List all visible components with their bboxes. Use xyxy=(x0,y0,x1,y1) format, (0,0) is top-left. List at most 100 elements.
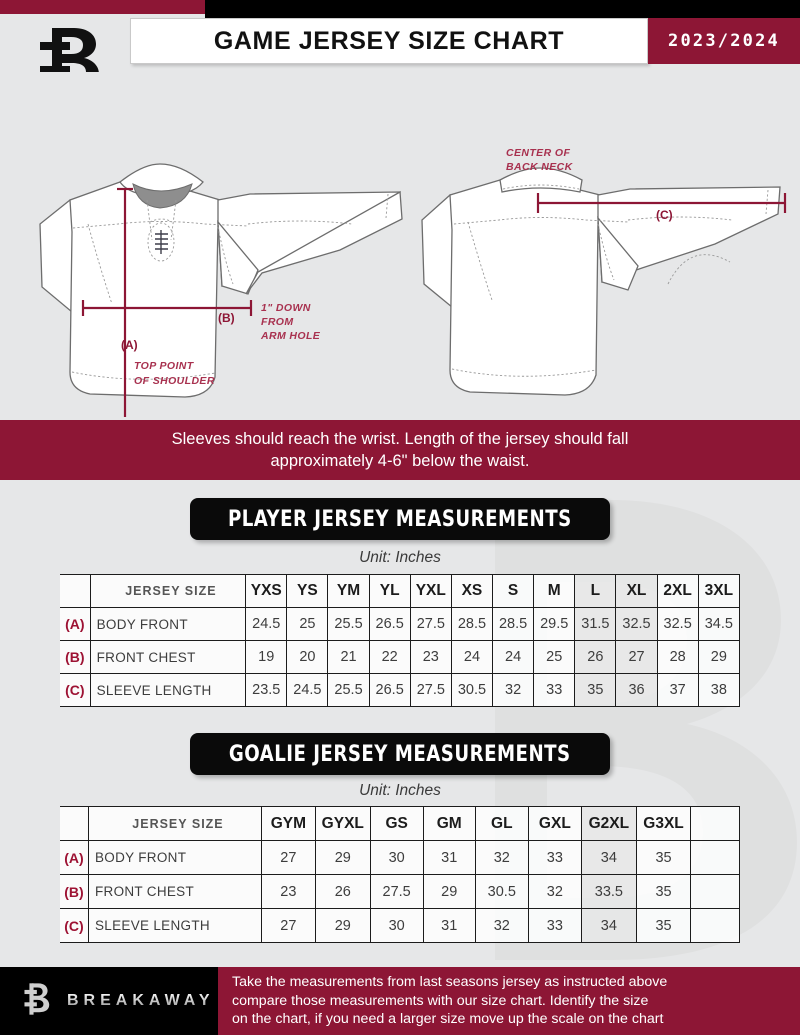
measurement-cell: 25.5 xyxy=(327,607,370,641)
measurement-cell: 27.5 xyxy=(409,607,452,641)
row-marker: (B) xyxy=(60,640,91,674)
size-header-xs: XS xyxy=(450,574,494,608)
player-table-body: JERSEY SIZE YXS YS YM YL YXL XS S M L XL 2XL 3XL (A) B… xyxy=(60,574,741,707)
measurement-cell: 32 xyxy=(527,874,583,909)
marker-header-cell xyxy=(60,574,91,608)
back-marker-c: (C) xyxy=(656,208,673,222)
size-header-2xl: 2XL xyxy=(656,574,699,608)
measurement-cell: 33 xyxy=(527,840,583,875)
table-row: (A) BODY FRONT 24.5 25 25.5 26.5 27.5 28.5 28.5 2… xyxy=(60,607,741,641)
season-label: 2023/2024 xyxy=(668,31,780,51)
sleeve-length-note: Sleeves should reach the wrist. Length o… xyxy=(0,420,800,480)
size-header-m: M xyxy=(533,574,576,608)
measurement-cell: 29 xyxy=(697,640,741,674)
measurement-cell: 34 xyxy=(581,908,637,943)
top-strip-maroon xyxy=(0,0,205,14)
measurement-cell: 22 xyxy=(368,640,411,674)
measurement-cell: 32 xyxy=(474,840,529,875)
goalie-unit-label: Unit: Inches xyxy=(359,782,441,799)
top-strip-black xyxy=(205,0,800,14)
measurement-cell: 36 xyxy=(615,673,658,707)
top-accent-strip xyxy=(0,0,800,14)
measurement-cell: 33 xyxy=(533,673,576,707)
measurement-cell: 30 xyxy=(369,908,424,943)
size-header-ys: YS xyxy=(286,574,329,608)
size-header-gs: GS xyxy=(369,806,424,841)
measurement-cell: 23.5 xyxy=(245,673,288,707)
table-row: (C) SLEEVE LENGTH 23.5 24.5 25.5 26.5 27.5 30.5… xyxy=(60,673,741,707)
goalie-table-body: JERSEY SIZE GYM GYXL GS GM GL GXL G2XL G3XL (A) BO… xyxy=(60,806,740,943)
page-title: GAME JERSEY SIZE CHART xyxy=(213,26,565,55)
marker-header-cell xyxy=(60,806,89,841)
table-header-row: JERSEY SIZE YXS YS YM YL YXL XS S M L XL 2XL 3XL xyxy=(60,574,741,608)
row-marker: (A) xyxy=(60,607,91,641)
front-marker-a: (A) xyxy=(121,338,138,352)
chart-title-box: GAME JERSEY SIZE CHART xyxy=(130,18,648,64)
size-header-blank xyxy=(690,806,740,841)
measurement-cell: 37 xyxy=(656,673,699,707)
row-label: BODY FRONT xyxy=(87,840,262,875)
size-header-xl: XL xyxy=(615,574,658,608)
measurement-cell xyxy=(690,908,740,943)
measurement-cell: 23 xyxy=(260,874,316,909)
size-header-g2xl: G2XL xyxy=(581,806,637,841)
row-header-label: JERSEY SIZE xyxy=(89,574,247,608)
size-header-ym: YM xyxy=(327,574,370,608)
goalie-section-pill: GOALIE JERSEY MEASUREMENTS xyxy=(190,733,610,775)
breakaway-b-logo-icon xyxy=(22,980,55,1023)
goalie-section-title: GOALIE JERSEY MEASUREMENTS xyxy=(229,741,571,767)
size-header-yxs: YXS xyxy=(245,574,288,608)
table-row: (B) FRONT CHEST 19 20 21 22 23 24 24 25 26 27 28 29 xyxy=(60,640,741,674)
row-marker: (B) xyxy=(60,874,89,909)
measurement-cell: 29 xyxy=(422,874,476,909)
table-row: (B) FRONT CHEST 23 26 27.5 29 30.5 32 33.5 35 xyxy=(60,874,740,909)
measurement-cell: 27 xyxy=(615,640,658,674)
footer-line-2: compare those measurements with our size… xyxy=(232,992,649,1009)
measurement-cell: 29.5 xyxy=(533,607,576,641)
row-header-label: JERSEY SIZE xyxy=(87,806,262,841)
size-header-gm: GM xyxy=(422,806,476,841)
footer-line-3: on the chart, if you need a larger size … xyxy=(232,1011,664,1028)
measurement-cell: 28 xyxy=(656,640,699,674)
row-label: BODY FRONT xyxy=(89,607,247,641)
footer-brand: BREAKAWAY xyxy=(0,967,218,1035)
player-measurements-table: JERSEY SIZE YXS YS YM YL YXL XS S M L XL 2XL 3XL (A) B… xyxy=(60,574,741,707)
size-header-gl: GL xyxy=(474,806,529,841)
measurement-cell: 27.5 xyxy=(409,673,452,707)
goalie-measurements-table: JERSEY SIZE GYM GYXL GS GM GL GXL G2XL G3XL (A) BO… xyxy=(60,806,740,943)
measurement-cell: 20 xyxy=(286,640,329,674)
measurement-cell: 27 xyxy=(260,840,316,875)
row-marker: (C) xyxy=(60,908,89,943)
front-marker-b: (B) xyxy=(218,311,235,325)
measurement-cell: 31.5 xyxy=(574,607,617,641)
size-header-l: L xyxy=(574,574,617,608)
measurement-cell: 27.5 xyxy=(369,874,424,909)
measurement-cell: 35 xyxy=(635,908,692,943)
size-header-gxl: GXL xyxy=(527,806,583,841)
front-caption-a-line1: TOP POINT xyxy=(134,360,195,372)
note-line-2: approximately 4-6" below the waist. xyxy=(270,452,530,470)
footer-brand-name: BREAKAWAY xyxy=(67,992,215,1009)
measurement-cell: 29 xyxy=(314,908,371,943)
measurement-cell: 32 xyxy=(492,673,535,707)
measurement-cell: 30 xyxy=(369,840,424,875)
measurement-cell: 31 xyxy=(422,908,476,943)
back-jersey-illustration: CENTER OF BACK NECK (C) xyxy=(421,147,787,396)
measurement-cell: 28.5 xyxy=(492,607,535,641)
measurement-cell: 35 xyxy=(635,840,692,875)
size-header-yxl: YXL xyxy=(409,574,452,608)
measurement-cell: 19 xyxy=(245,640,288,674)
measurement-cell: 24 xyxy=(450,640,494,674)
front-caption-b-line3: ARM HOLE xyxy=(260,330,321,342)
front-caption-b-line1: 1" DOWN xyxy=(261,302,311,314)
measurement-cell: 24.5 xyxy=(245,607,288,641)
player-unit-label: Unit: Inches xyxy=(359,549,441,566)
row-label: SLEEVE LENGTH xyxy=(89,673,247,707)
measurement-cell: 25.5 xyxy=(327,673,370,707)
measurement-cell: 26.5 xyxy=(368,673,411,707)
row-label: FRONT CHEST xyxy=(89,640,247,674)
measurement-cell: 34 xyxy=(581,840,637,875)
jersey-diagram-area: .ink { fill:#fff; stroke:#6d6d6d; stroke… xyxy=(0,72,800,417)
measurement-cell: 27 xyxy=(260,908,316,943)
size-header-yl: YL xyxy=(368,574,411,608)
